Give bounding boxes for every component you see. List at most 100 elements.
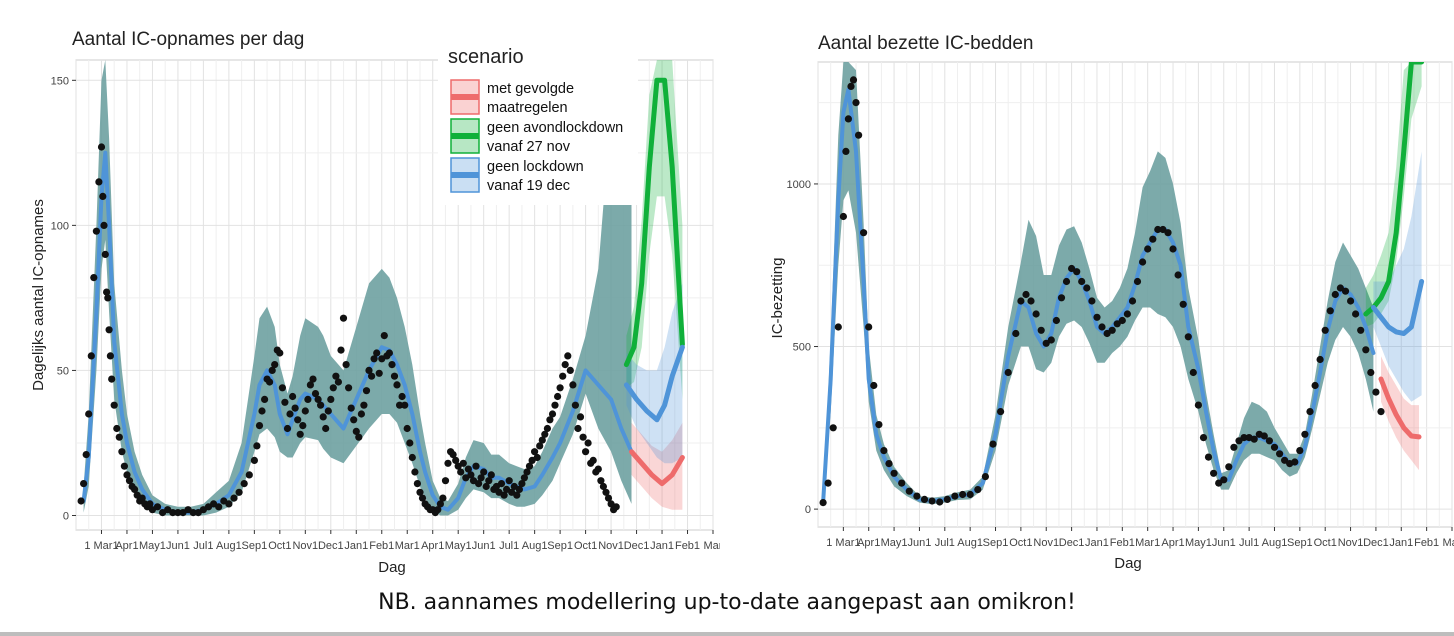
data-point — [85, 410, 93, 418]
data-point — [380, 332, 388, 340]
data-point — [1179, 300, 1187, 308]
y-axis-label: IC-bezetting — [769, 258, 786, 339]
data-point — [618, 0, 625, 4]
scenario-band — [1373, 151, 1422, 402]
data-point — [1306, 408, 1314, 416]
x-tick-label: Dec1 — [624, 540, 650, 552]
data-point — [82, 451, 90, 459]
scenario-line — [1378, 376, 1422, 440]
data-point — [630, 0, 637, 4]
data-point — [95, 178, 103, 186]
data-point — [390, 372, 399, 380]
data-point — [1078, 277, 1086, 286]
data-point — [1088, 297, 1096, 305]
data-point — [623, 0, 630, 4]
x-tick-label: Apr1 — [115, 540, 138, 552]
x-tick-label: Sep1 — [1287, 537, 1313, 549]
y-tick-label: 0 — [63, 510, 69, 522]
scenario-line — [1370, 279, 1425, 336]
data-point — [584, 439, 592, 447]
data-point — [1194, 401, 1202, 409]
data-point — [467, 471, 475, 479]
data-point — [464, 465, 472, 473]
data-point — [880, 447, 888, 455]
data-point — [1093, 313, 1101, 321]
data-point — [599, 482, 608, 491]
data-point — [131, 485, 139, 493]
fit-band — [83, 60, 632, 516]
data-point — [943, 495, 951, 503]
data-point — [520, 474, 529, 482]
data-point — [245, 471, 253, 479]
data-point — [360, 401, 368, 409]
data-point — [824, 479, 832, 487]
data-point — [306, 381, 314, 389]
data-point — [997, 408, 1005, 416]
data-point — [92, 227, 100, 235]
data-point — [829, 424, 837, 432]
data-point — [225, 500, 233, 508]
data-point — [849, 76, 858, 84]
data-point — [513, 491, 521, 499]
data-point — [373, 349, 381, 357]
data-point — [286, 410, 294, 418]
data-point — [291, 404, 299, 412]
data-point — [615, 0, 622, 4]
x-tick-label: Jan1 — [650, 540, 674, 552]
x-tick-label: Dec1 — [318, 540, 344, 552]
data-point — [531, 448, 539, 456]
data-point — [875, 421, 883, 429]
data-point — [311, 390, 320, 398]
data-point — [1027, 297, 1035, 305]
data-point — [538, 436, 546, 444]
data-point — [101, 250, 109, 258]
data-point — [418, 494, 427, 502]
data-point — [1113, 320, 1121, 328]
data-point — [90, 274, 98, 282]
data-point — [959, 490, 967, 499]
data-point — [189, 508, 197, 517]
legend-title: scenario — [448, 46, 524, 68]
data-point — [283, 424, 292, 433]
scenario-line — [623, 344, 685, 423]
x-tick-label: Sep1 — [983, 537, 1009, 549]
data-point — [416, 488, 424, 496]
data-point — [1291, 458, 1299, 466]
data-point — [1098, 323, 1106, 331]
data-point — [847, 82, 855, 90]
data-point — [525, 462, 534, 470]
data-point — [108, 375, 116, 383]
data-point — [1316, 355, 1324, 364]
x-tick-label: Sep1 — [242, 540, 268, 552]
data-point — [1270, 443, 1279, 451]
data-point — [574, 424, 582, 433]
data-point — [1301, 430, 1309, 438]
data-point — [230, 494, 238, 502]
data-point — [569, 381, 577, 389]
legend-label: vanaf 27 nov — [487, 139, 571, 155]
x-axis-label: Dag — [378, 559, 406, 576]
footnote: NB. aannames modellering up-to-date aang… — [378, 590, 1076, 615]
data-point — [536, 442, 544, 450]
data-point — [304, 395, 312, 403]
data-point — [554, 392, 562, 401]
x-tick-label: Jan1 — [1389, 537, 1413, 549]
data-point — [597, 477, 605, 485]
y-tick-label: 1000 — [787, 179, 811, 191]
x-tick-label: Oct1 — [574, 540, 597, 552]
y-tick-label: 500 — [793, 342, 811, 354]
data-point — [401, 401, 409, 409]
data-point — [1174, 271, 1182, 279]
data-point — [636, 0, 643, 4]
data-point — [266, 378, 274, 386]
data-point — [441, 477, 450, 485]
data-point — [104, 294, 112, 302]
data-point — [974, 486, 982, 494]
y-tick-label: 50 — [57, 365, 69, 377]
data-point — [115, 433, 123, 441]
data-point — [138, 494, 146, 502]
x-tick-label: Feb1 — [1110, 537, 1135, 549]
data-point — [235, 488, 243, 496]
data-point — [110, 401, 118, 409]
x-tick-label: 1 Mar1 — [826, 537, 860, 549]
